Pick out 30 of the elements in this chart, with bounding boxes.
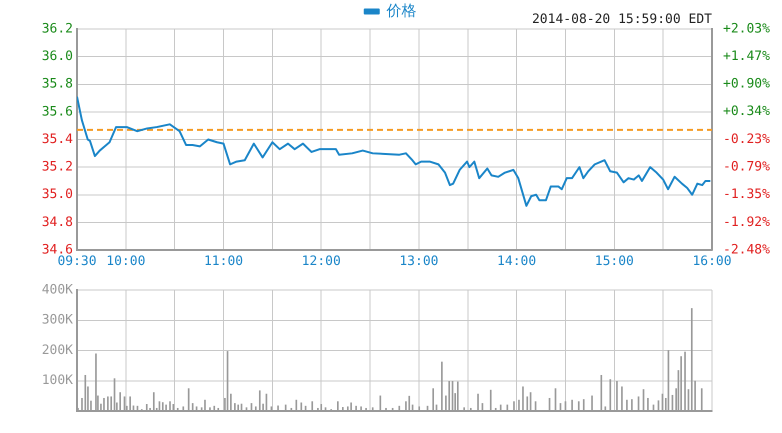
y2-tick-label: +0.34% (723, 104, 770, 120)
x-tick-label: 09:30 (57, 254, 97, 270)
y-tick-label: 35.0 (42, 187, 73, 202)
x-tick-label: 13:00 (399, 254, 438, 270)
x-tick-label: 12:00 (302, 254, 341, 270)
x-tick-label: 11:00 (204, 254, 244, 270)
y2-tick-label: -0.79% (723, 160, 770, 175)
y2-tick-label: +2.03% (723, 21, 770, 36)
y-tick-label: 200K (42, 342, 74, 358)
y-tick-label: 35.8 (42, 76, 73, 92)
y-tick-label: 35.4 (42, 132, 74, 147)
x-tick-label: 14:00 (497, 254, 536, 270)
y2-tick-label: -1.92% (723, 214, 770, 230)
y2-tick-label: +1.47% (723, 48, 770, 64)
x-tick-label: 15:00 (594, 254, 634, 270)
legend-label: 价格 (385, 1, 416, 20)
y-tick-label: 35.2 (42, 160, 73, 174)
y-tick-label: 36.2 (42, 21, 73, 36)
y2-tick-label: +0.90% (723, 76, 770, 92)
x-tick-label: 10:00 (106, 254, 146, 270)
y-tick-label: 400K (42, 282, 74, 298)
y-tick-label: 100K (42, 373, 74, 388)
y-tick-label: 34.8 (42, 214, 73, 230)
y-tick-label: 300K (42, 312, 74, 328)
y2-tick-label: -1.35% (723, 187, 770, 202)
y-tick-label: 36.0 (42, 49, 73, 64)
y2-tick-label: -0.23% (723, 132, 770, 148)
y-tick-label: 35.6 (42, 104, 73, 120)
text: 2014-08-20 15:59:00 EDT (532, 12, 712, 27)
x-tick-label: 16:00 (692, 254, 732, 270)
